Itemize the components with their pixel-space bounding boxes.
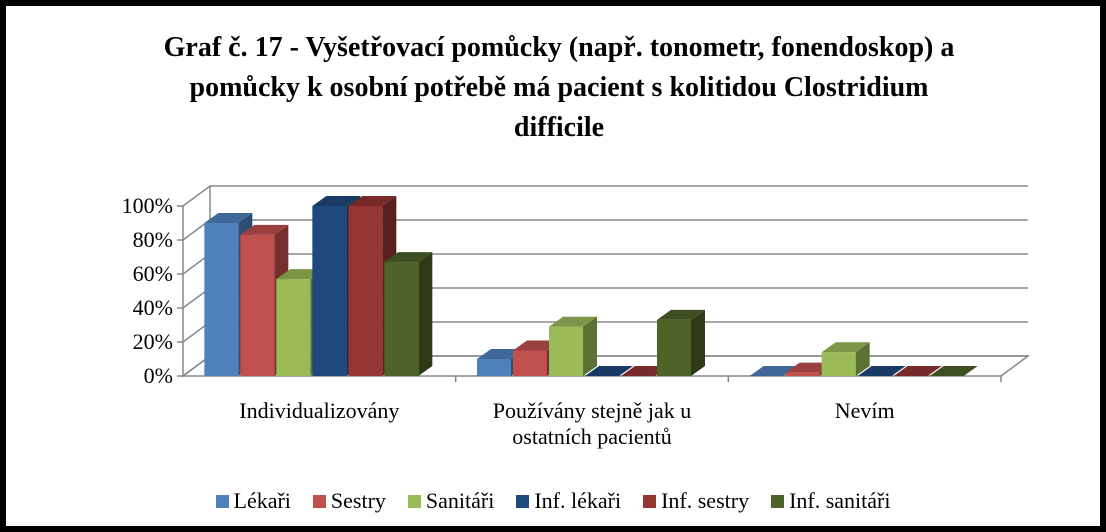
bar-top bbox=[585, 366, 633, 376]
legend-swatch bbox=[312, 494, 326, 508]
legend-label: Inf. lékaři bbox=[534, 488, 622, 513]
bar-side bbox=[418, 252, 433, 376]
bar-front bbox=[240, 234, 275, 376]
x-tick-label: Nevím bbox=[834, 398, 895, 423]
legend: Lékaři Sestry Sanitáři Inf. lékaři Inf. sest… bbox=[6, 488, 1100, 514]
bar bbox=[657, 309, 705, 376]
bar-top bbox=[240, 224, 289, 235]
x-tick-label: Používány stejně jak u ostatních pacient… bbox=[492, 398, 692, 449]
bar bbox=[857, 366, 906, 376]
bar-front bbox=[384, 262, 419, 376]
bar-front bbox=[477, 359, 511, 376]
bar bbox=[929, 366, 978, 376]
y-tick-label: 20% bbox=[132, 329, 173, 354]
grid-line bbox=[182, 219, 1028, 241]
legend-swatch bbox=[643, 494, 657, 508]
bar-front bbox=[204, 223, 239, 376]
bar-side bbox=[583, 316, 597, 376]
legend-swatch bbox=[771, 494, 785, 508]
bar-top bbox=[657, 309, 705, 320]
legend-label: Inf. sestry bbox=[661, 488, 750, 513]
legend-item: Inf. lékaři bbox=[516, 488, 621, 514]
legend-item: Lékaři bbox=[215, 488, 291, 514]
plot bbox=[177, 185, 1031, 382]
bar-top bbox=[549, 316, 597, 327]
bar-front bbox=[348, 206, 383, 376]
y-tick-label: 0% bbox=[143, 363, 173, 388]
bar-top bbox=[821, 342, 870, 353]
y-tick-label: 100% bbox=[121, 193, 173, 218]
bar bbox=[821, 342, 870, 376]
bar-front bbox=[549, 326, 583, 376]
bar-top bbox=[929, 366, 978, 376]
x-tick-label: Individualizovány bbox=[239, 398, 400, 423]
bar-top bbox=[384, 252, 433, 263]
bar-front bbox=[785, 372, 820, 376]
bar bbox=[585, 366, 633, 376]
legend-label: Sanitáři bbox=[425, 488, 495, 513]
legend-swatch bbox=[215, 494, 229, 508]
bar-front bbox=[276, 279, 311, 376]
legend-swatch bbox=[516, 494, 530, 508]
y-tick-label: 80% bbox=[132, 227, 173, 252]
legend-label: Sestry bbox=[330, 488, 386, 513]
bar bbox=[348, 196, 397, 376]
legend-label: Lékaři bbox=[233, 488, 291, 513]
bar-top bbox=[348, 196, 397, 206]
bar bbox=[893, 366, 942, 376]
legend-item: Sanitáři bbox=[407, 488, 495, 514]
grid-line bbox=[182, 185, 1028, 207]
bar-top bbox=[312, 196, 361, 206]
bar-top bbox=[204, 213, 253, 223]
bar-side bbox=[691, 309, 705, 376]
bar bbox=[384, 252, 433, 376]
bar-front bbox=[657, 319, 691, 376]
bar bbox=[549, 316, 597, 376]
legend-item: Inf. sestry bbox=[643, 488, 749, 514]
legend-item: Inf. sanitáři bbox=[771, 488, 890, 514]
bar-front bbox=[821, 352, 856, 376]
bar-top bbox=[857, 366, 906, 376]
bar-front bbox=[312, 206, 347, 376]
bar-side bbox=[855, 342, 870, 376]
y-tick-label: 40% bbox=[132, 295, 173, 320]
chart-title: Graf č. 17 - Vyšetřovací pomůcky (např. … bbox=[163, 32, 955, 143]
legend-label: Inf. sanitáři bbox=[789, 488, 891, 513]
bar-front bbox=[513, 350, 547, 376]
legend-item: Sestry bbox=[312, 488, 386, 514]
bar-top bbox=[893, 366, 942, 376]
legend-swatch bbox=[407, 494, 421, 508]
y-tick-label: 60% bbox=[132, 261, 173, 286]
